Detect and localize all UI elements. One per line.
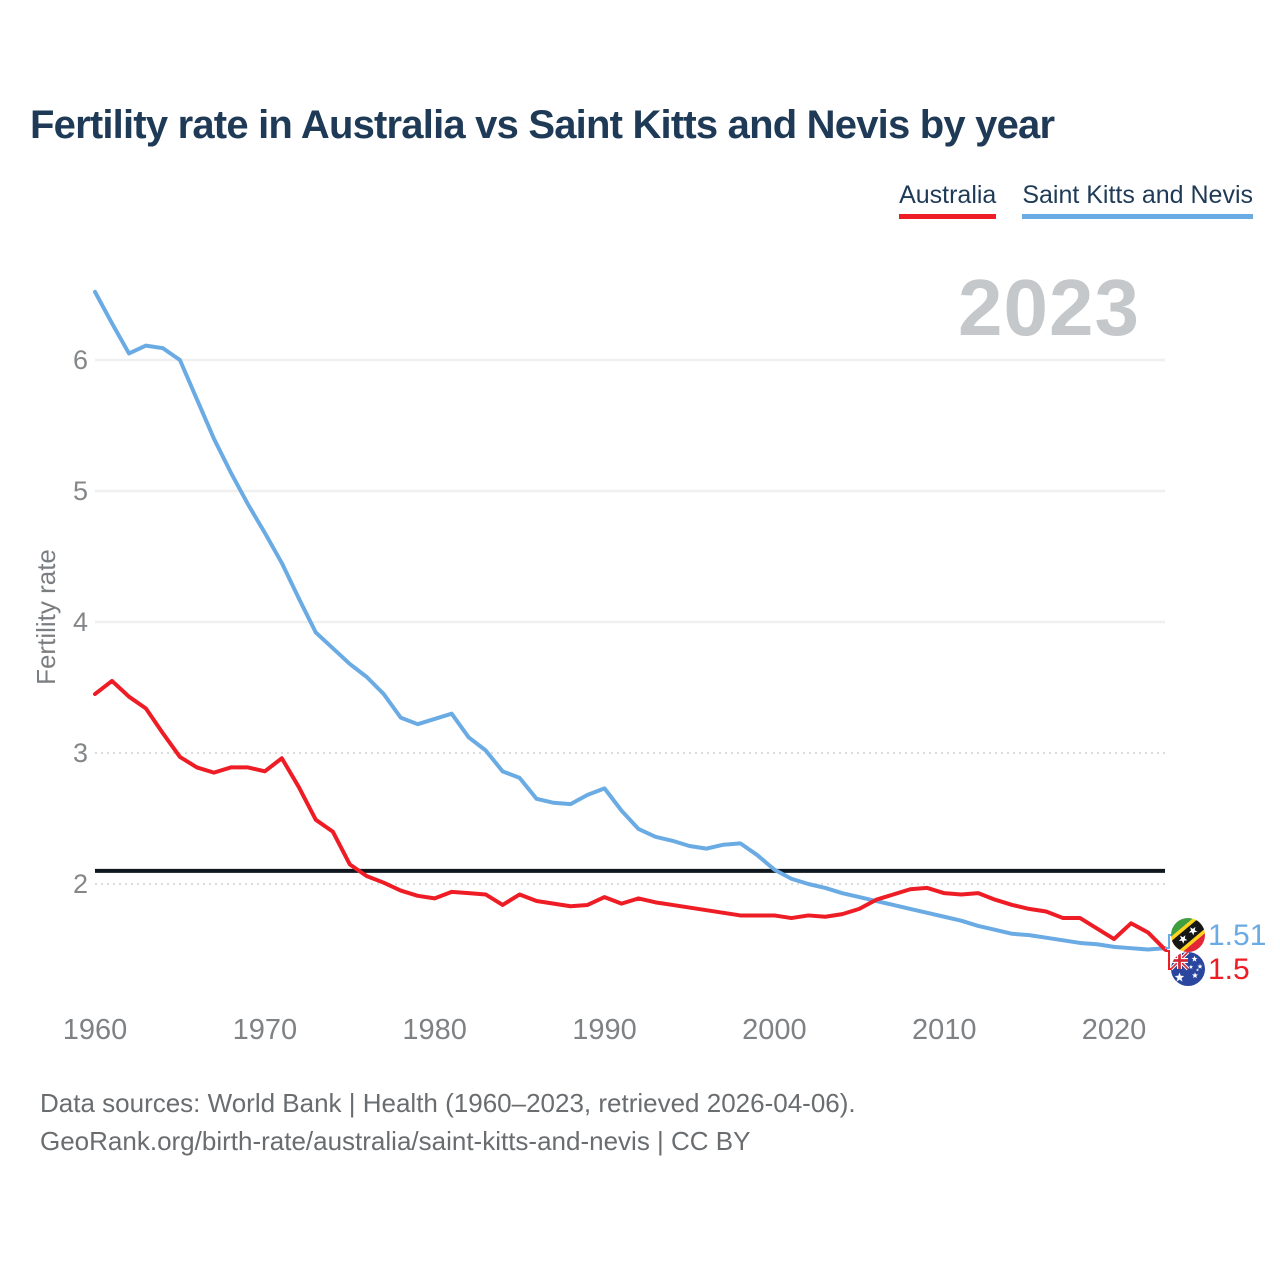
footer: Data sources: World Bank | Health (1960–… — [40, 1084, 856, 1160]
saint-kitts-end-value-label: 1.51 — [1208, 919, 1267, 952]
y-tick-label: 3 — [72, 738, 88, 768]
x-tick-label: 1980 — [402, 1014, 467, 1046]
legend-item-saint-kitts-and-nevis[interactable]: Saint Kitts and Nevis — [1022, 181, 1253, 219]
australia-line[interactable] — [93, 678, 1167, 952]
x-tick-label: 2020 — [1081, 1014, 1147, 1046]
series-layer — [93, 289, 1167, 952]
x-tick-label: 1990 — [572, 1014, 637, 1046]
x-tick-label: 1960 — [62, 1014, 128, 1046]
x-tick-label: 2000 — [742, 1014, 807, 1046]
australia-connector-line — [1165, 950, 1171, 970]
x-tick-label: 1970 — [232, 1014, 298, 1046]
page-title: Fertility rate in Australia vs Saint Kit… — [30, 103, 1055, 147]
legend: Australia Saint Kitts and Nevis — [899, 181, 1253, 219]
y-tick-label: 4 — [72, 607, 88, 637]
legend-item-australia[interactable]: Australia — [899, 181, 997, 219]
saint-kitts-connector-line — [1165, 934, 1171, 949]
data-sources-line: Data sources: World Bank | Health (1960–… — [40, 1088, 856, 1118]
x-tick-label: 2010 — [911, 1014, 977, 1046]
gridline-layer — [95, 358, 1165, 885]
australia-flag-icon — [1171, 952, 1205, 986]
attribution-line: GeoRank.org/birth-rate/australia/saint-k… — [40, 1126, 751, 1156]
saint-kitts-and-nevis-line[interactable] — [93, 289, 1167, 952]
y-tick-label: 2 — [72, 869, 88, 899]
y-tick-label: 5 — [72, 476, 88, 506]
australia-end-value-label: 1.5 — [1208, 953, 1250, 986]
y-tick-label: 6 — [72, 345, 88, 375]
year-watermark: 2023 — [958, 263, 1140, 352]
